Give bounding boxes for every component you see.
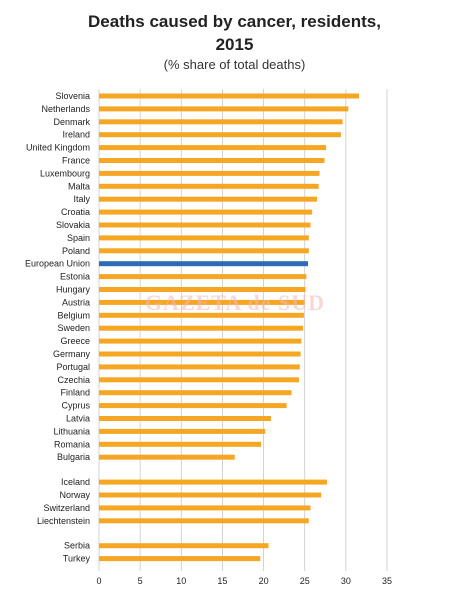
bar-12 <box>99 248 309 254</box>
bar-21 <box>99 364 300 370</box>
bar-17 <box>99 312 304 318</box>
x-axis-ticks: 0 5 10 15 20 25 30 35 <box>96 576 392 586</box>
x-tick-label-2: 10 <box>176 576 186 586</box>
bar-5 <box>99 158 325 163</box>
category-label-31: Switzerland <box>43 503 90 513</box>
bar-18 <box>99 325 304 331</box>
category-label-14: Estonia <box>60 272 90 282</box>
category-label-30: Norway <box>59 490 90 500</box>
bar-2 <box>99 119 343 125</box>
bar-15 <box>99 287 306 292</box>
category-label-10: Slovakia <box>56 220 90 230</box>
category-label-29: Iceland <box>61 477 90 487</box>
bar-31 <box>99 505 311 511</box>
category-label-3: Ireland <box>62 130 90 140</box>
category-label-34: Turkey <box>63 554 91 564</box>
bar-16 <box>99 299 305 305</box>
category-label-7: Malta <box>68 181 90 191</box>
bar-3 <box>99 132 341 138</box>
category-label-28: Bulgaria <box>57 452 90 462</box>
category-label-13: European Union <box>25 259 90 269</box>
chart-subtitle: (% share of total deaths) <box>163 57 306 72</box>
category-label-4: United Kingdom <box>26 143 90 153</box>
category-label-5: France <box>62 156 90 166</box>
category-label-24: Cyprus <box>61 401 90 411</box>
chart-title-line-1: Deaths caused by cancer, residents, <box>88 12 381 31</box>
category-label-1: Netherlands <box>41 104 90 114</box>
category-label-16: Austria <box>62 297 90 307</box>
category-label-27: Romania <box>54 439 90 449</box>
category-label-21: Portugal <box>56 362 90 372</box>
bar-26 <box>99 428 266 434</box>
category-label-6: Luxembourg <box>40 168 90 178</box>
bar-13 <box>99 261 309 267</box>
category-label-26: Lithuania <box>53 426 90 436</box>
x-tick-label-3: 15 <box>217 576 227 586</box>
bar-9 <box>99 209 313 215</box>
bar-23 <box>99 390 292 396</box>
category-label-19: Greece <box>60 336 90 346</box>
bar-25 <box>99 416 271 421</box>
chart-title-line-2: 2015 <box>215 35 254 54</box>
bar-11 <box>99 235 309 241</box>
bars <box>99 93 360 562</box>
bar-6 <box>99 170 320 176</box>
category-label-15: Hungary <box>56 285 91 295</box>
category-label-9: Croatia <box>61 207 90 217</box>
bar-8 <box>99 196 318 202</box>
x-tick-label-0: 0 <box>96 576 101 586</box>
category-label-25: Latvia <box>66 414 90 424</box>
category-label-23: Finland <box>60 388 90 398</box>
bar-27 <box>99 441 262 447</box>
category-label-0: Slovenia <box>55 91 90 101</box>
bar-4 <box>99 145 327 151</box>
category-label-32: Liechtenstein <box>37 516 90 526</box>
category-label-20: Germany <box>53 349 91 359</box>
bar-10 <box>99 222 311 228</box>
watermark: GAZETA de SUD <box>145 290 325 315</box>
bar-19 <box>99 338 302 344</box>
category-labels: Slovenia Netherlands Denmark Ireland United … <box>25 91 91 564</box>
category-label-12: Poland <box>62 246 90 256</box>
bar-28 <box>99 454 235 460</box>
bar-7 <box>99 183 319 189</box>
category-label-33: Serbia <box>64 541 90 551</box>
category-label-11: Spain <box>67 233 90 243</box>
bar-22 <box>99 377 299 383</box>
bar-0 <box>99 93 360 99</box>
category-label-22: Czechia <box>57 375 90 385</box>
x-tick-label-4: 20 <box>259 576 269 586</box>
bar-32 <box>99 518 309 524</box>
bar-20 <box>99 351 301 357</box>
category-label-8: Italy <box>73 194 90 204</box>
x-tick-label-5: 25 <box>300 576 310 586</box>
bar-34 <box>99 556 261 562</box>
x-tick-label-6: 30 <box>341 576 351 586</box>
category-label-2: Denmark <box>53 117 90 127</box>
category-label-17: Belgium <box>57 310 90 320</box>
bar-30 <box>99 492 322 498</box>
bar-29 <box>99 479 327 485</box>
bar-33 <box>99 543 269 549</box>
x-tick-label-1: 5 <box>138 576 143 586</box>
bar-24 <box>99 403 287 409</box>
bar-1 <box>99 106 349 112</box>
bar-14 <box>99 274 307 280</box>
x-tick-label-7: 35 <box>382 576 392 586</box>
category-label-18: Sweden <box>57 323 90 333</box>
